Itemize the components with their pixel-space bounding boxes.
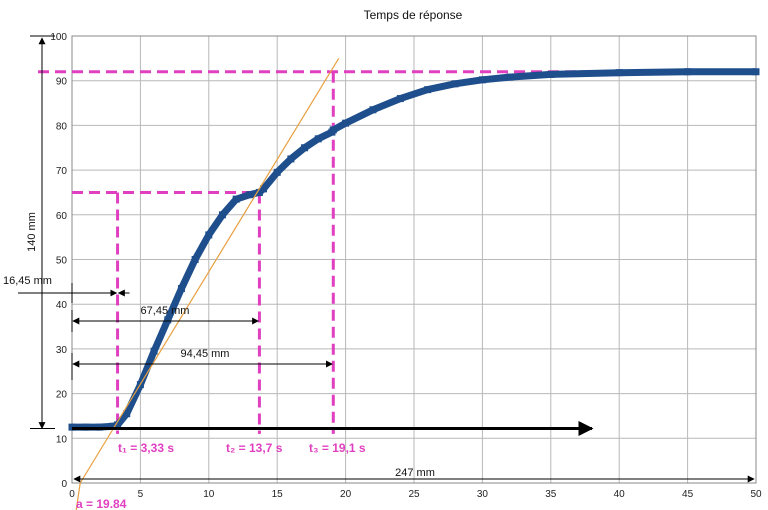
total-height-dimension-label: 140 mm: [26, 212, 38, 252]
y-tick-label: 60: [56, 211, 68, 222]
x-tick-label: 10: [203, 489, 215, 500]
t3-label: t₃ = 19,1 s: [309, 441, 366, 455]
data-point: [123, 410, 131, 418]
y-tick-label: 40: [56, 300, 68, 311]
y-tick-label: 20: [56, 390, 68, 401]
x-tick-label: 45: [682, 489, 694, 500]
data-point: [684, 68, 692, 76]
y-tick-label: 30: [56, 345, 68, 356]
data-point: [369, 106, 377, 114]
data-point: [615, 69, 623, 77]
response-curve: [72, 68, 756, 431]
t2-dimension-label: 67,45 mm: [141, 305, 190, 317]
data-point: [451, 80, 459, 88]
data-point: [314, 135, 322, 143]
grid-lines: [71, 35, 757, 484]
data-point: [329, 126, 337, 134]
dimension-annotations: [18, 35, 755, 483]
t2-label: t₂ = 13,7 s: [226, 441, 283, 455]
data-point: [114, 421, 122, 429]
t3-dimension-label: 94,45 mm: [181, 348, 230, 360]
plot-frame: [71, 35, 757, 484]
y-tick-label: 100: [50, 32, 67, 43]
data-point: [218, 211, 226, 219]
data-point: [191, 256, 199, 263]
data-point: [478, 76, 486, 84]
x-tick-label: 40: [614, 489, 626, 500]
data-point: [424, 86, 432, 94]
y-tick-label: 0: [61, 479, 67, 490]
y-tick-label: 80: [56, 121, 68, 132]
x-tick-label: 25: [408, 489, 420, 500]
data-point: [287, 155, 295, 163]
x-tick-label: 35: [545, 489, 557, 500]
y-tick-label: 70: [56, 166, 68, 177]
data-point: [396, 95, 404, 103]
data-point: [301, 144, 309, 152]
data-point: [150, 347, 158, 355]
y-tick-label: 90: [56, 77, 68, 88]
x-tick-label: 5: [138, 489, 144, 500]
x-tick-label: 30: [477, 489, 489, 500]
data-point: [342, 119, 350, 127]
slope-label: a = 19.84: [76, 497, 127, 510]
data-point: [273, 168, 281, 176]
data-point: [205, 231, 213, 239]
tick-labels: 0 10 20 30 40 50 60 70 80 90 100 0 5 10 15 20 25 30 35 40 45…: [50, 32, 762, 500]
y-tick-label: 50: [56, 256, 68, 267]
t1-dimension-label: 16,45 mm: [3, 275, 52, 287]
tangent-line-extension: [75, 482, 81, 510]
y-tick-label: 10: [56, 434, 68, 445]
x-tick-label: 20: [340, 489, 352, 500]
x-tick-label: 50: [750, 489, 762, 500]
total-width-dimension-label: 247 mm: [395, 467, 435, 479]
data-point: [506, 73, 514, 81]
data-point: [260, 185, 268, 193]
data-point: [246, 191, 254, 199]
data-point: [547, 70, 555, 78]
data-point: [232, 195, 240, 203]
data-point: [164, 316, 172, 324]
x-tick-label: 15: [272, 489, 284, 500]
t1-label: t₁ = 3,33 s: [118, 441, 174, 455]
chart-title: Temps de réponse: [364, 8, 463, 22]
data-point: [752, 68, 760, 76]
x-tick-label: 0: [69, 489, 75, 500]
data-point: [255, 188, 263, 196]
tangent-line: [79, 58, 340, 484]
data-point: [109, 422, 117, 430]
data-point: [177, 285, 185, 293]
